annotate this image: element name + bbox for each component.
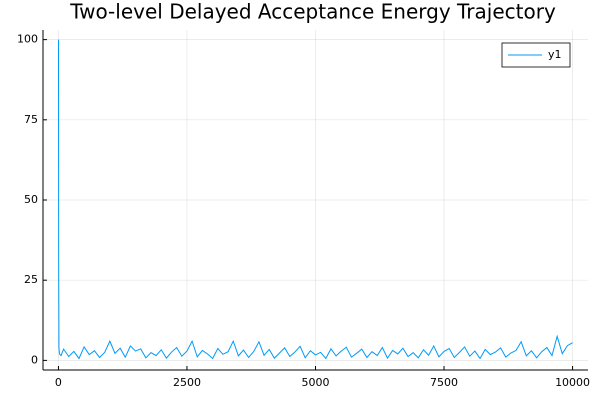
- legend-label: y1: [548, 48, 562, 61]
- x-tick-label: 2500: [173, 376, 201, 389]
- chart-title: Two-level Delayed Acceptance Energy Traj…: [69, 0, 556, 24]
- line-series: [57, 39, 573, 360]
- y-tick-label: 75: [24, 113, 38, 126]
- y-tick-label: 50: [24, 193, 38, 206]
- x-tick-label: 7500: [430, 376, 458, 389]
- x-tick-label: 5000: [302, 376, 330, 389]
- y-tick-label: 100: [17, 33, 38, 46]
- y-tick-label: 0: [31, 353, 38, 366]
- x-tick-label: 0: [55, 376, 62, 389]
- y-tick-label: 25: [24, 273, 38, 286]
- x-tick-label: 10000: [555, 376, 590, 389]
